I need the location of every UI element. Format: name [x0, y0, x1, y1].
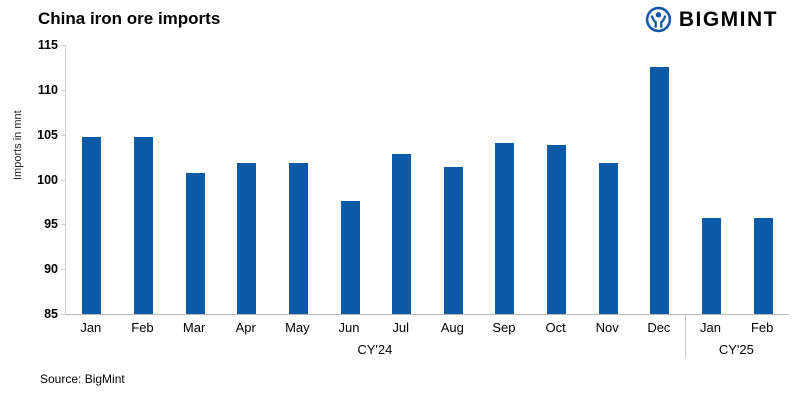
bar [288, 163, 308, 314]
bar [598, 163, 618, 314]
y-tick-label: 90 [44, 262, 58, 277]
x-axis-group-label: CY'24 [357, 342, 393, 357]
y-tick-mark [61, 314, 66, 315]
chart-title: China iron ore imports [38, 9, 221, 28]
bar [82, 137, 102, 314]
y-tick-mark [61, 89, 66, 91]
x-tick-label: Sep [492, 320, 516, 335]
y-tick-label: 110 [37, 82, 58, 97]
x-axis-labels: Jan Feb Mar Apr May Jun Jul Aug Sep Oct Nov Dec Jan F… [65, 320, 789, 337]
y-axis-labels: 85 90 95 100 105 110 115 [0, 38, 58, 321]
bigmint-person-icon [645, 6, 672, 33]
x-tick-label: May [285, 320, 310, 335]
source-note: Source: BigMint [40, 372, 125, 386]
x-tick-label: Feb [750, 320, 774, 335]
y-tick-label: 105 [37, 127, 58, 142]
bar [237, 163, 257, 314]
y-tick-label: 95 [44, 217, 58, 232]
group-separator [684, 315, 686, 358]
y-tick-label: 85 [44, 307, 58, 321]
y-tick-mark [61, 45, 66, 46]
bar [495, 142, 515, 314]
y-tick-mark [61, 134, 66, 136]
y-tick-mark [61, 269, 66, 271]
bar [753, 218, 773, 314]
brand-wordmark: BIGMINT [678, 7, 778, 31]
x-tick-label: Oct [545, 320, 566, 335]
bar [443, 166, 463, 314]
x-axis-group-label: CY'25 [718, 342, 754, 357]
x-tick-label: Dec [647, 320, 671, 335]
bar [547, 144, 567, 314]
x-tick-label: Jul [392, 320, 409, 335]
x-tick-label: Jan [700, 320, 721, 335]
bar [133, 137, 153, 314]
y-tick-label: 100 [37, 172, 58, 187]
x-tick-label: Jan [80, 320, 102, 335]
bar [650, 67, 670, 314]
y-tick-mark [61, 179, 66, 181]
plot-area [61, 45, 789, 315]
x-tick-label: Apr [235, 320, 256, 335]
brand-logo: BIGMINT [645, 6, 778, 33]
x-tick-label: Aug [440, 320, 464, 335]
x-tick-label: Nov [595, 320, 619, 335]
y-tick-mark [61, 224, 66, 226]
bar [702, 218, 722, 314]
bar [185, 173, 205, 314]
x-tick-label: Mar [182, 320, 206, 335]
x-tick-label: Jun [338, 320, 360, 335]
bar [392, 153, 412, 314]
y-tick-label: 115 [37, 38, 58, 52]
bar [340, 201, 360, 314]
x-tick-label: Feb [131, 320, 154, 335]
x-axis-group-labels: CY'24 CY'25 [65, 342, 789, 358]
